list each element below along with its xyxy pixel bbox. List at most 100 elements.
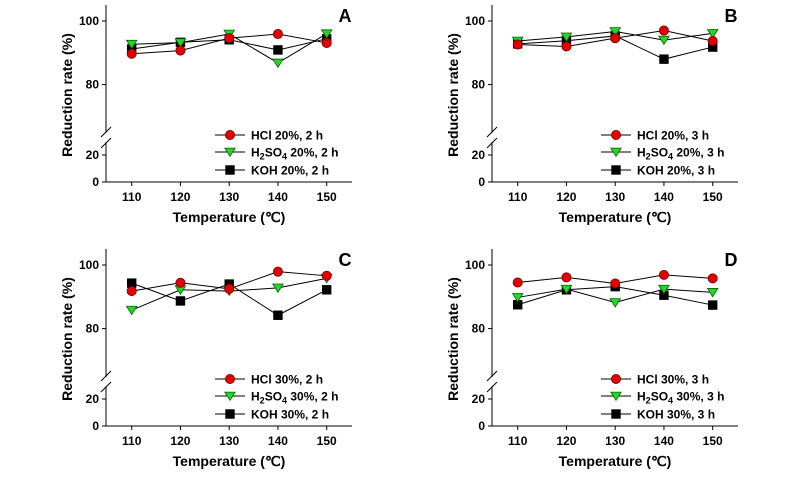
x-tick-label: 110 bbox=[122, 190, 142, 204]
y-axis-title: Reduction rate (%) bbox=[59, 277, 75, 401]
legend-text-part: 20%, 3 h bbox=[673, 146, 724, 160]
panel-label: C bbox=[339, 250, 352, 270]
data-point-circle bbox=[224, 33, 235, 44]
data-point-square bbox=[175, 296, 186, 306]
legend-text-part: H bbox=[251, 146, 260, 160]
legend-subscript: 4 bbox=[668, 152, 673, 162]
axis-break-mark bbox=[100, 381, 112, 393]
y-tick-label: 0 bbox=[92, 175, 99, 189]
legend-marker-triangle-down bbox=[224, 391, 236, 402]
x-tick-label: 110 bbox=[508, 434, 528, 448]
legend-marker-square bbox=[225, 165, 235, 175]
axis-break-mark bbox=[486, 126, 498, 138]
legend-text-part: SO bbox=[265, 390, 282, 404]
x-tick-label: 110 bbox=[508, 190, 528, 204]
data-point-circle bbox=[321, 37, 332, 48]
legend-marker-square bbox=[611, 409, 621, 419]
legend-marker-square bbox=[225, 409, 235, 419]
y-tick-label: 0 bbox=[478, 419, 485, 433]
legend-marker-circle bbox=[610, 129, 621, 140]
data-point-circle bbox=[512, 39, 523, 50]
data-point-circle bbox=[175, 277, 186, 288]
data-point-triangle-down bbox=[125, 39, 138, 50]
y-tick-label: 80 bbox=[86, 78, 100, 92]
data-point-triangle-down bbox=[609, 298, 622, 308]
data-point-circle bbox=[272, 266, 283, 277]
x-tick-label: 150 bbox=[317, 434, 337, 448]
legend-entry: H2SO4 20%, 3 h bbox=[637, 146, 724, 162]
x-tick-label: 120 bbox=[170, 434, 190, 448]
data-point-triangle-down bbox=[706, 29, 719, 39]
axis-break-mark bbox=[486, 370, 498, 382]
data-point-triangle-down bbox=[609, 27, 622, 37]
legend-marker-triangle-down bbox=[610, 391, 622, 402]
data-point-triangle-down bbox=[560, 284, 573, 295]
legend-entry: H2SO4 30%, 3 h bbox=[637, 390, 724, 406]
data-point-circle bbox=[610, 278, 621, 289]
y-axis-title: Reduction rate (%) bbox=[445, 33, 461, 157]
legend-subscript: 2 bbox=[646, 396, 651, 406]
panel-label: B bbox=[725, 6, 738, 26]
data-point-circle bbox=[321, 270, 332, 281]
data-point-triangle-down bbox=[125, 305, 138, 316]
legend-subscript: 2 bbox=[646, 152, 651, 162]
chart-panel-d: 0 20 80 100 110 120 130 140 150 Temperature (℃) Re… bbox=[445, 249, 738, 469]
x-tick-label: 130 bbox=[605, 434, 625, 448]
data-point-circle bbox=[610, 33, 621, 44]
axis-break-mark bbox=[100, 137, 112, 149]
x-tick-label: 110 bbox=[122, 434, 142, 448]
y-tick-label: 20 bbox=[472, 148, 486, 162]
legend-entry: HCl 20%, 2 h bbox=[251, 129, 323, 143]
data-point-triangle-down bbox=[658, 284, 670, 295]
data-point-square bbox=[707, 300, 718, 310]
data-point-triangle-down bbox=[272, 58, 284, 69]
legend-subscript: 4 bbox=[282, 396, 287, 406]
x-tick-label: 150 bbox=[703, 190, 723, 204]
legend-subscript: 4 bbox=[668, 396, 673, 406]
legend-entry: KOH 20%, 3 h bbox=[637, 164, 715, 178]
legend-marker-circle bbox=[610, 373, 621, 384]
x-tick-label: 130 bbox=[219, 434, 239, 448]
data-point-circle bbox=[126, 48, 137, 59]
legend-entry: HCl 20%, 3 h bbox=[637, 129, 709, 143]
legend-subscript: 2 bbox=[260, 396, 265, 406]
legend-text-part: SO bbox=[651, 390, 668, 404]
data-point-circle bbox=[658, 269, 669, 280]
data-point-circle bbox=[561, 41, 572, 52]
data-point-triangle-down bbox=[511, 293, 524, 303]
x-tick-label: 140 bbox=[268, 190, 288, 204]
data-point-triangle-down bbox=[174, 38, 187, 48]
data-point-circle bbox=[224, 283, 235, 294]
chart-panel-b: 0 20 80 100 110 120 130 140 150 Temperature (℃) Re… bbox=[445, 5, 738, 225]
legend-entry: H2SO4 30%, 2 h bbox=[251, 390, 338, 406]
x-axis-title: Temperature (℃) bbox=[559, 453, 672, 469]
legend-entry: HCl 30%, 2 h bbox=[251, 373, 323, 387]
x-axis-title: Temperature (℃) bbox=[559, 209, 672, 225]
y-tick-label: 20 bbox=[472, 392, 486, 406]
data-point-triangle-down bbox=[272, 283, 284, 294]
data-point-circle bbox=[561, 272, 572, 283]
y-tick-label: 0 bbox=[92, 419, 99, 433]
data-point-square bbox=[273, 45, 283, 55]
y-tick-label: 100 bbox=[465, 258, 485, 272]
y-tick-label: 80 bbox=[86, 322, 100, 336]
x-tick-label: 140 bbox=[654, 190, 674, 204]
x-tick-label: 130 bbox=[219, 190, 239, 204]
legend-text-part: SO bbox=[265, 146, 282, 160]
legend-marker-circle bbox=[224, 129, 235, 140]
legend-text-part: SO bbox=[651, 146, 668, 160]
legend-marker-square bbox=[611, 165, 621, 175]
legend-subscript: 2 bbox=[260, 152, 265, 162]
data-point-triangle-down bbox=[320, 29, 333, 39]
x-tick-label: 120 bbox=[556, 190, 576, 204]
x-tick-label: 120 bbox=[170, 190, 190, 204]
axis-break-mark bbox=[486, 381, 498, 393]
y-tick-label: 20 bbox=[86, 392, 100, 406]
y-tick-label: 100 bbox=[79, 14, 99, 28]
x-axis-title: Temperature (℃) bbox=[173, 453, 286, 469]
data-point-circle bbox=[512, 277, 523, 288]
chart-panel-c: 0 20 80 100 110 120 130 140 150 Temperature (℃) Re… bbox=[59, 249, 352, 469]
legend-text-part: H bbox=[637, 390, 646, 404]
y-tick-label: 0 bbox=[478, 175, 485, 189]
